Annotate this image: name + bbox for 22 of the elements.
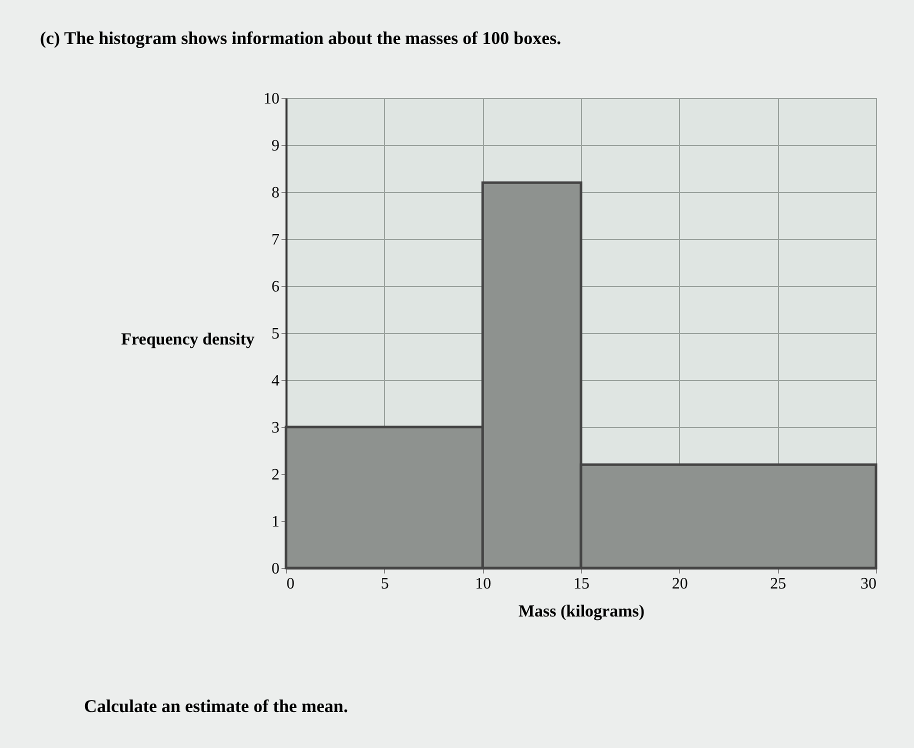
x-tick-label: 20 [672, 576, 688, 592]
chart-title: (c) The histogram shows information about the masses of 100 boxes. [40, 28, 562, 49]
y-tick-label: 7 [272, 232, 280, 248]
y-tick-label: 10 [264, 90, 280, 108]
y-tick-label: 8 [272, 184, 280, 202]
x-tick-label: 15 [574, 576, 590, 592]
y-axis-title: Frequency density [121, 330, 255, 348]
y-tick-label: 6 [272, 278, 280, 296]
x-tick-label: 30 [860, 576, 876, 592]
x-tick-label: 10 [475, 576, 492, 592]
y-tick-label: 0 [272, 560, 280, 578]
y-tick-label: 9 [272, 138, 280, 154]
x-tick-label: 5 [380, 576, 389, 592]
text: Calculate an estimate of the mean. [84, 696, 348, 717]
x-axis-title: Mass (kilograms) [518, 602, 645, 620]
y-tick-label: 3 [272, 420, 280, 436]
x-tick-label: 0 [286, 576, 294, 592]
y-tick-label: 1 [272, 514, 280, 530]
y-tick-label: 4 [272, 372, 280, 390]
y-tick-label: 2 [272, 466, 280, 484]
y-tick-label: 5 [272, 326, 280, 342]
x-tick-label: 25 [770, 576, 786, 592]
